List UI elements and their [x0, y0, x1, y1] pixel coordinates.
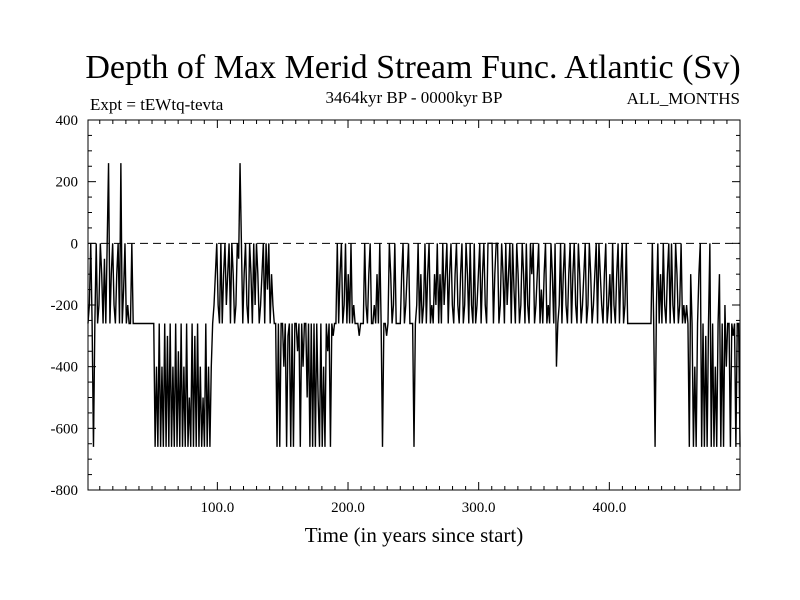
y-tick-label: -400 — [51, 360, 79, 376]
x-tick-label: 200.0 — [331, 500, 365, 516]
chart-title: Depth of Max Merid Stream Func. Atlantic… — [85, 49, 740, 86]
plot-frame — [87, 119, 741, 491]
period-label: 3464kyr BP - 0000kyr BP — [326, 88, 503, 107]
x-axis-label: Time (in years since start) — [305, 523, 524, 547]
experiment-label: Expt = tEWtq-tevta — [90, 95, 224, 114]
y-tick-label: -600 — [51, 421, 79, 437]
series-line — [87, 163, 741, 447]
y-tick-label: -200 — [51, 298, 79, 314]
y-tick-label: 0 — [71, 236, 79, 252]
x-tick-label: 400.0 — [592, 500, 626, 516]
y-tick-label: -800 — [51, 483, 79, 499]
x-axis: 100.0 200.0 300.0 400.0 — [99, 120, 741, 516]
y-axis: -800 -600 -400 -200 0 200 400 — [51, 113, 740, 499]
x-tick-label: 300.0 — [462, 500, 496, 516]
x-tick-label: 100.0 — [200, 500, 234, 516]
months-label: ALL_MONTHS — [627, 89, 740, 108]
y-tick-label: 200 — [56, 175, 79, 191]
y-tick-label: 400 — [56, 113, 79, 129]
